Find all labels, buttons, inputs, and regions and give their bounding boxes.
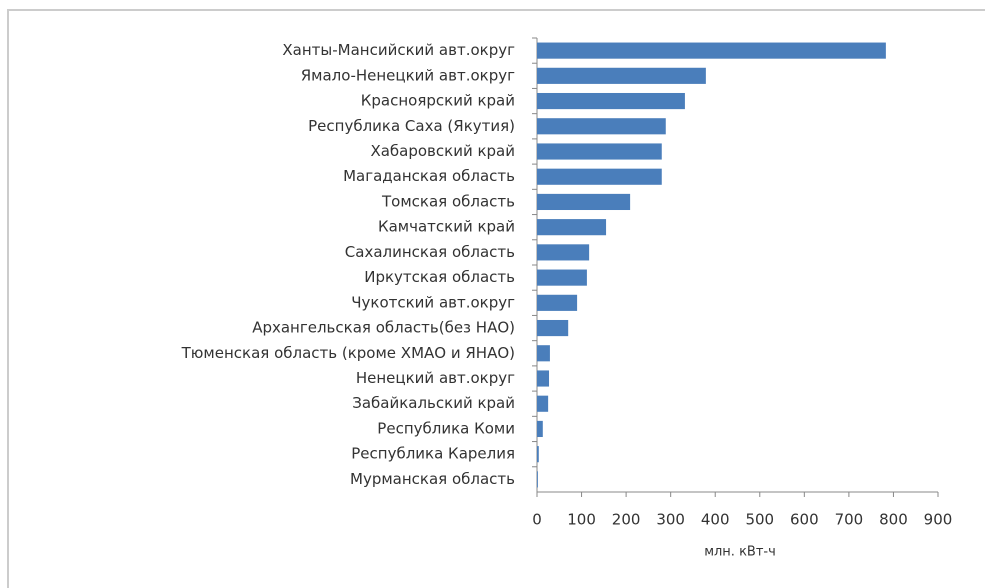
bar <box>537 193 631 211</box>
bar <box>537 420 543 438</box>
bar <box>537 92 685 110</box>
y-tick-label: Мурманская область <box>350 470 515 488</box>
bar <box>537 219 607 236</box>
x-axis-title: млн. кВт-ч <box>704 545 776 560</box>
bar <box>537 42 886 59</box>
bar <box>537 168 662 185</box>
y-tick-label: Ханты-Мансийский авт.округ <box>282 41 515 59</box>
chart-frame <box>7 9 985 588</box>
bar <box>537 67 706 84</box>
x-tick-label: 800 <box>879 511 908 529</box>
y-tick-label: Чукотский авт.округ <box>351 293 515 311</box>
y-tick-label: Ямало-Ненецкий авт.округ <box>301 66 515 84</box>
bar <box>537 319 569 337</box>
bar <box>537 345 550 362</box>
x-tick-label: 600 <box>790 511 819 529</box>
bar <box>537 471 538 488</box>
y-tick-label: Республика Саха (Якутия) <box>308 117 515 135</box>
y-tick-label: Камчатский край <box>378 218 515 236</box>
bar <box>537 143 662 160</box>
y-tick-label: Республика Коми <box>377 419 515 437</box>
x-tick-label: 700 <box>835 511 864 529</box>
y-tick-label: Иркутская область <box>364 268 515 286</box>
bar <box>537 118 666 135</box>
y-tick-label: Тюменская область (кроме ХМАО и ЯНАО) <box>181 344 515 362</box>
y-tick-label: Ненецкий авт.округ <box>356 369 515 387</box>
bar <box>537 446 539 463</box>
x-tick-label: 100 <box>567 511 596 529</box>
y-tick-label: Архангельская область(без НАО) <box>252 319 515 337</box>
bar <box>537 269 587 286</box>
x-tick-label: 0 <box>532 511 542 529</box>
y-tick-label: Магаданская область <box>343 167 515 185</box>
y-tick-label: Забайкальский край <box>352 394 515 412</box>
x-tick-label: 200 <box>612 511 641 529</box>
x-tick-label: 500 <box>745 511 774 529</box>
bar <box>537 294 578 311</box>
y-tick-label: Хабаровский край <box>370 142 515 160</box>
y-tick-label: Томская область <box>381 192 515 210</box>
x-tick-label: 300 <box>656 511 685 529</box>
y-tick-label: Красноярский край <box>361 92 515 110</box>
x-tick-label: 900 <box>924 511 953 529</box>
bar <box>537 370 550 387</box>
bar <box>537 244 590 261</box>
y-tick-label: Сахалинская область <box>345 243 515 261</box>
bar <box>537 395 549 412</box>
y-tick-label: Республика Карелия <box>351 445 515 463</box>
x-tick-label: 400 <box>701 511 730 529</box>
